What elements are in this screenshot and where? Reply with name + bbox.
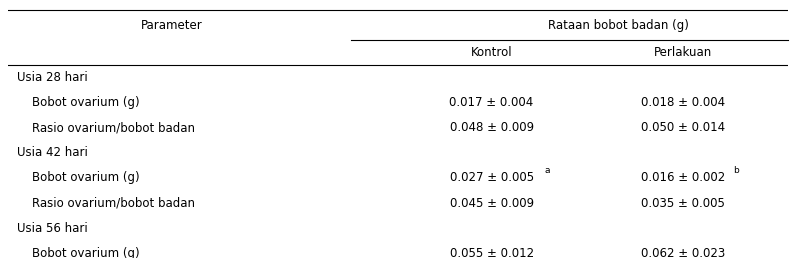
- Text: Bobot ovarium (g): Bobot ovarium (g): [18, 247, 140, 258]
- Text: Usia 28 hari: Usia 28 hari: [18, 71, 88, 84]
- Text: 0.048 ± 0.009: 0.048 ± 0.009: [450, 121, 533, 134]
- Text: a: a: [544, 166, 550, 175]
- Text: 0.062 ± 0.023: 0.062 ± 0.023: [641, 247, 725, 258]
- Text: Usia 56 hari: Usia 56 hari: [18, 222, 88, 235]
- Text: 0.035 ± 0.005: 0.035 ± 0.005: [641, 197, 724, 209]
- Text: 0.016 ± 0.002: 0.016 ± 0.002: [641, 171, 725, 184]
- Text: Bobot ovarium (g): Bobot ovarium (g): [18, 96, 140, 109]
- Text: Rasio ovarium/bobot badan: Rasio ovarium/bobot badan: [18, 197, 195, 209]
- Text: Rataan bobot badan (g): Rataan bobot badan (g): [548, 19, 689, 32]
- Text: Usia 42 hari: Usia 42 hari: [18, 146, 88, 159]
- Text: 0.027 ± 0.005: 0.027 ± 0.005: [450, 171, 533, 184]
- Text: Bobot ovarium (g): Bobot ovarium (g): [18, 171, 140, 184]
- Text: Parameter: Parameter: [141, 19, 203, 32]
- Text: 0.017 ± 0.004: 0.017 ± 0.004: [450, 96, 534, 109]
- Text: b: b: [733, 166, 739, 175]
- Text: 0.050 ± 0.014: 0.050 ± 0.014: [641, 121, 725, 134]
- Text: 0.055 ± 0.012: 0.055 ± 0.012: [450, 247, 533, 258]
- Text: 0.045 ± 0.009: 0.045 ± 0.009: [450, 197, 533, 209]
- Text: 0.018 ± 0.004: 0.018 ± 0.004: [641, 96, 725, 109]
- Text: Kontrol: Kontrol: [470, 46, 513, 59]
- Text: Rasio ovarium/bobot badan: Rasio ovarium/bobot badan: [18, 121, 195, 134]
- Text: Perlakuan: Perlakuan: [654, 46, 712, 59]
